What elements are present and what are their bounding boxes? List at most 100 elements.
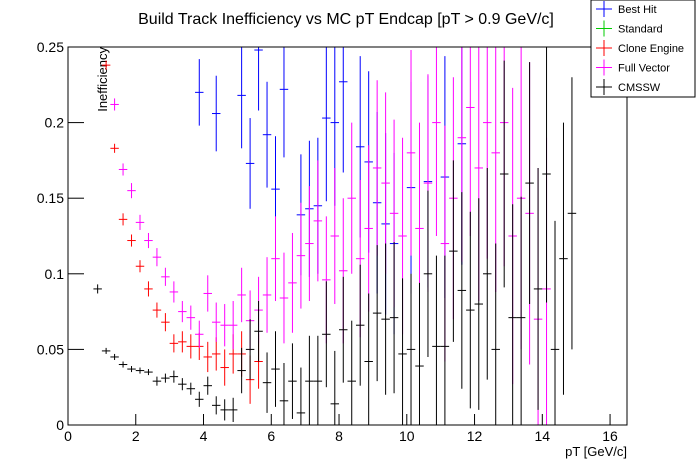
error-bar-point: [254, 47, 263, 111]
error-bar-point: [262, 352, 272, 413]
x-tick-label: 6: [267, 428, 275, 444]
error-bar-point: [322, 47, 331, 202]
error-bar-point: [211, 302, 221, 342]
error-bar-point: [550, 220, 560, 425]
error-bar-point: [339, 47, 348, 173]
error-bar-point: [567, 77, 577, 350]
error-bar-point: [220, 304, 229, 347]
chart-title: Build Track Inefficiency vs MC pT Endcap…: [138, 11, 554, 28]
legend-label: Standard: [618, 24, 663, 36]
error-bar-point: [457, 192, 467, 389]
error-bar-point: [220, 349, 229, 386]
error-bar-point: [152, 376, 162, 386]
error-bar-point: [195, 59, 204, 126]
x-tick-label: 4: [200, 428, 208, 444]
error-bar-point: [296, 202, 306, 309]
error-bar-point: [135, 367, 145, 374]
error-bar-point: [542, 47, 551, 303]
error-bar-point: [559, 122, 568, 395]
x-tick-label: 0: [64, 428, 72, 444]
error-bar-point: [516, 196, 526, 425]
error-bar-point: [110, 353, 119, 360]
error-bar-point: [355, 264, 365, 386]
error-bar-point: [288, 343, 297, 419]
error-bar-point: [305, 186, 314, 302]
plot-area: [93, 47, 577, 425]
error-bar-point: [211, 337, 221, 371]
error-bar-point: [271, 216, 280, 302]
error-bar-point: [178, 378, 187, 391]
error-bar-point: [220, 399, 229, 421]
error-bar-point: [432, 47, 441, 236]
error-bar-point: [169, 281, 179, 303]
error-bar-point: [279, 363, 289, 425]
error-bar-point: [313, 335, 323, 425]
error-bar-point: [432, 255, 441, 425]
error-bar-point: [339, 276, 348, 383]
error-bar-point: [406, 50, 416, 256]
error-bar-point: [288, 232, 297, 333]
error-bar-point: [110, 143, 119, 153]
error-bar-point: [466, 211, 475, 409]
error-bar-point: [152, 302, 162, 318]
legend-label: Best Hit: [618, 4, 657, 16]
error-bar-point: [93, 284, 102, 294]
error-bar-point: [296, 367, 306, 425]
error-bar-point: [186, 382, 196, 395]
legend-label: CMSSW: [618, 82, 661, 94]
error-bar-point: [245, 319, 255, 380]
error-bar-point: [262, 257, 272, 333]
error-bar-point: [144, 232, 153, 249]
x-tick-label: 8: [335, 428, 343, 444]
error-bar-point: [127, 183, 136, 199]
error-bar-point: [279, 47, 289, 158]
error-bar-point: [237, 347, 246, 394]
error-bar-point: [144, 281, 153, 297]
error-bar-point: [508, 204, 517, 425]
error-bar-point: [144, 369, 153, 376]
error-bar-point: [364, 145, 373, 312]
error-bar-point: [161, 373, 170, 383]
error-bar-point: [533, 167, 543, 410]
error-bar-point: [423, 190, 433, 357]
error-bar-point: [372, 245, 382, 382]
frame: [67, 46, 628, 426]
x-tick-label: 16: [602, 428, 618, 444]
x-tick-label: 2: [132, 428, 140, 444]
error-bar-point: [483, 167, 492, 380]
error-bar-point: [169, 334, 179, 353]
error-bar-point: [440, 255, 450, 425]
error-bar-point: [118, 163, 128, 176]
x-tick-label: 14: [535, 428, 551, 444]
error-bar-point: [491, 243, 500, 425]
error-bar-point: [389, 242, 399, 394]
error-bar-point: [466, 47, 475, 236]
error-bar-point: [186, 334, 196, 359]
error-bar-point: [237, 267, 246, 323]
error-bar-point: [118, 213, 128, 226]
error-bar-point: [262, 81, 272, 188]
error-bar-point: [135, 214, 145, 230]
error-bar-point: [101, 60, 111, 70]
error-bar-point: [279, 252, 289, 344]
error-bar-point: [364, 293, 373, 425]
legend: Best Hit Standard Clone Engine Full Vector C…: [590, 0, 696, 98]
error-bar-point: [228, 301, 238, 350]
error-bar-point: [398, 278, 407, 425]
error-bar-point: [347, 320, 356, 425]
error-bar-point: [195, 320, 204, 348]
error-bar-point: [372, 80, 382, 256]
error-bar-point: [330, 167, 340, 305]
error-bar-point: [127, 234, 136, 247]
error-bar-point: [211, 396, 221, 415]
error-bar-point: [474, 198, 484, 410]
error-bar-point: [203, 341, 212, 373]
error-bar-point: [449, 160, 458, 342]
error-bar-point: [203, 275, 212, 312]
legend-label: Clone Engine: [618, 43, 684, 55]
legend-label: Full Vector: [618, 63, 670, 75]
y-tick-label: 0.2: [45, 115, 65, 131]
